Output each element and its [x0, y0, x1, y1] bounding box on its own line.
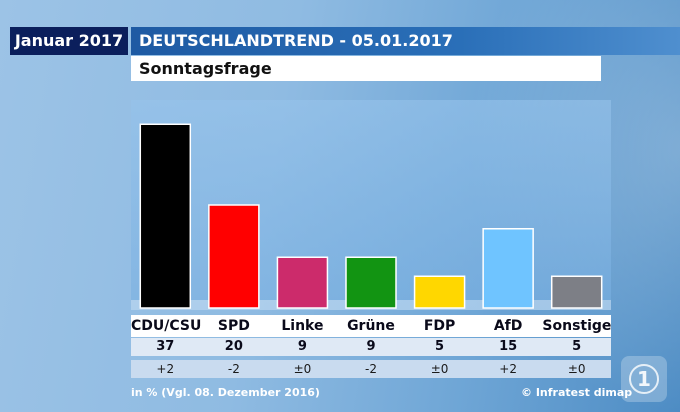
party-value-cdu-csu: 37	[156, 339, 175, 354]
party-change-linke: ±0	[293, 362, 312, 376]
party-name-gr-ne: Grüne	[347, 318, 395, 334]
bar-linke	[276, 256, 329, 309]
party-name-cdu-csu: CDU/CSU	[131, 318, 202, 334]
party-value-afd: 15	[499, 339, 518, 354]
party-value-spd: 20	[224, 339, 243, 354]
logo-glyph: 1	[629, 364, 659, 394]
party-name-row: CDU/CSU SPD Linke Grüne FDP AfD Sonstige	[131, 315, 611, 337]
party-value-linke: 9	[297, 339, 307, 354]
bar-sonstige	[550, 275, 603, 309]
party-name-sonstige: Sonstige	[542, 318, 612, 334]
month-label: Januar 2017	[10, 27, 128, 55]
party-value-fdp: 5	[435, 339, 445, 354]
graphic-subtitle: Sonntagsfrage	[131, 56, 601, 81]
party-value-gr-ne: 9	[366, 339, 376, 354]
party-name-afd: AfD	[493, 318, 523, 334]
party-change-afd: +2	[499, 362, 517, 376]
comparison-note: in % (Vgl. 08. Dezember 2016)	[131, 386, 320, 399]
party-name-spd: SPD	[217, 318, 250, 334]
party-change-row: +2 -2 ±0 -2 ±0 +2 ±0	[131, 360, 611, 378]
party-change-cdu-csu: +2	[156, 362, 175, 376]
party-change-spd: -2	[227, 362, 240, 376]
party-value-sonstige: 5	[572, 339, 582, 354]
bar-fdp	[413, 275, 466, 309]
party-change-gr-ne: -2	[365, 362, 377, 376]
source-credit: © Infratest dimap	[521, 386, 633, 399]
graphic-title: DEUTSCHLANDTREND - 05.01.2017	[131, 27, 680, 55]
bar-cdu-csu	[139, 123, 192, 309]
party-name-fdp: FDP	[423, 318, 456, 334]
party-name-linke: Linke	[281, 318, 324, 334]
bar-spd	[208, 204, 260, 309]
ard-logo-icon: 1	[621, 356, 667, 402]
bar-gr-ne	[345, 256, 397, 309]
party-change-fdp: ±0	[430, 362, 449, 376]
bar-chart	[131, 123, 611, 310]
party-change-sonstige: ±0	[567, 362, 586, 376]
party-value-row: 37 20 9 9 5 15 5	[131, 338, 611, 356]
bar-afd	[482, 228, 534, 309]
